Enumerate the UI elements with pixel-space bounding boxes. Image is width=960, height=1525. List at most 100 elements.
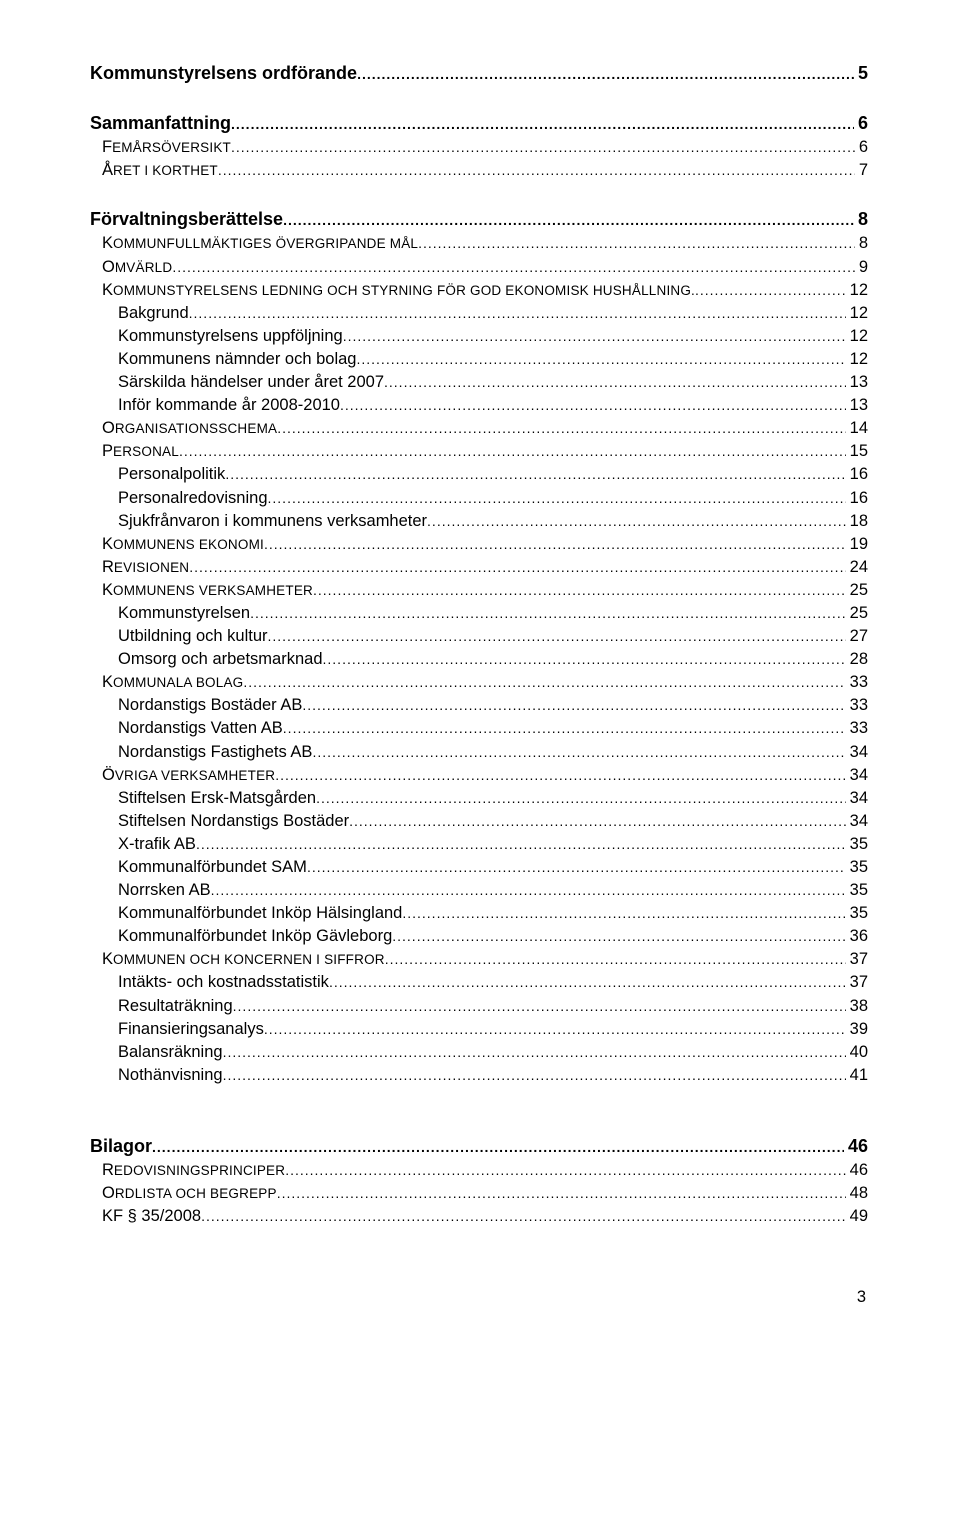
toc-page-number: 37 [846,948,868,971]
toc-page-number: 27 [846,625,868,648]
toc-leader-dots [357,60,854,86]
toc-label: Utbildning och kultur [118,625,268,648]
toc-entry: Kommunstyrelsens uppföljning 12 [118,325,868,348]
toc-entry: OMVÄRLD 9 [102,256,868,279]
toc-leader-dots [302,694,845,717]
toc-label: REVISIONEN [102,556,189,579]
toc-label: Norrsken AB [118,879,211,902]
toc-page-number: 6 [855,136,868,159]
toc-entry: REDOVISNINGSPRINCIPER 46 [102,1159,868,1182]
toc-leader-dots [277,1182,846,1205]
toc-label: Förvaltningsberättelse [90,206,283,232]
toc-label: Kommunalförbundet SAM [118,856,307,879]
toc-entry: KF § 35/2008 49 [102,1205,868,1228]
toc-leader-dots [316,787,846,810]
toc-leader-dots [385,948,846,971]
toc-leader-dots [384,371,846,394]
toc-leader-dots [243,671,845,694]
toc-page-number: 37 [846,971,868,994]
toc-leader-dots [223,1064,846,1087]
toc-page-number: 25 [846,579,868,602]
toc-label: Nothänvisning [118,1064,223,1087]
toc-page-number: 15 [846,440,868,463]
toc-page-number: 41 [846,1064,868,1087]
toc-page-number: 14 [846,417,868,440]
toc-leader-dots [356,348,845,371]
toc-leader-dots [402,902,845,925]
toc-leader-dots [340,394,846,417]
toc-entry: Omsorg och arbetsmarknad 28 [118,648,868,671]
toc-leader-dots [201,1205,846,1228]
toc-label: Kommunstyrelsens ordförande [90,60,357,86]
toc-label: Kommunstyrelsens uppföljning [118,325,343,348]
toc-entry: ORGANISATIONSSCHEMA 14 [102,417,868,440]
toc-leader-dots [329,971,846,994]
toc-leader-dots [283,717,846,740]
toc-page-number: 24 [846,556,868,579]
toc-leader-dots [349,810,846,833]
toc-label: Särskilda händelser under året 2007 [118,371,384,394]
toc-page-number: 18 [846,510,868,533]
toc-label: KOMMUNEN OCH KONCERNEN I SIFFROR [102,948,385,971]
toc-leader-dots [343,325,846,348]
toc-entry: Nothänvisning 41 [118,1064,868,1087]
toc-entry: Nordanstigs Fastighets AB 34 [118,741,868,764]
toc-page-number: 12 [846,302,868,325]
toc-page-number: 39 [846,1018,868,1041]
toc-leader-dots [179,440,846,463]
toc-page-number: 34 [846,764,868,787]
toc-label: Stiftelsen Nordanstigs Bostäder [118,810,349,833]
toc-page-number: 8 [855,232,868,255]
toc-page-number: 33 [846,694,868,717]
toc-page-number: 16 [846,463,868,486]
toc-leader-dots [211,879,846,902]
toc-entry: ÅRET I KORTHET 7 [102,159,868,182]
toc-leader-dots [312,741,845,764]
toc-entry: PERSONAL 15 [102,440,868,463]
toc-page-number: 12 [846,279,868,302]
toc-label: KOMMUNSTYRELSENS LEDNING OCH STYRNING FÖ… [102,279,695,302]
toc-page-number: 13 [846,394,868,417]
toc-label: KOMMUNENS VERKSAMHETER [102,579,313,602]
toc-entry: Inför kommande år 2008-2010 13 [118,394,868,417]
toc-label: PERSONAL [102,440,179,463]
toc-entry: Personalpolitik 16 [118,463,868,486]
toc-entry: Stiftelsen Ersk-Matsgården 34 [118,787,868,810]
toc-leader-dots [313,579,846,602]
toc-label: Kommunalförbundet Inköp Hälsingland [118,902,402,925]
toc-leader-dots [172,256,855,279]
toc-label: Finansieringsanalys [118,1018,264,1041]
toc-page-number: 33 [846,717,868,740]
toc-label: KOMMUNENS EKONOMI [102,533,264,556]
toc-entry: KOMMUNEN OCH KONCERNEN I SIFFROR 37 [102,948,868,971]
toc-page-number: 46 [846,1159,868,1182]
toc-entry: REVISIONEN 24 [102,556,868,579]
toc-page-number: 34 [846,741,868,764]
toc-label: Nordanstigs Fastighets AB [118,741,312,764]
toc-label: Kommunstyrelsen [118,602,250,625]
toc-leader-dots [231,110,854,136]
toc-entry: Finansieringsanalys 39 [118,1018,868,1041]
toc-entry: Balansräkning 40 [118,1041,868,1064]
toc-label: OMVÄRLD [102,256,172,279]
toc-leader-dots [189,302,846,325]
toc-entry: FEMÅRSÖVERSIKT 6 [102,136,868,159]
toc-label: ÅRET I KORTHET [102,159,218,182]
toc-label: Nordanstigs Bostäder AB [118,694,302,717]
toc-page-number: 9 [855,256,868,279]
page-number: 3 [90,1288,868,1307]
toc-leader-dots [323,648,846,671]
toc-entry: KOMMUNENS VERKSAMHETER 25 [102,579,868,602]
toc-entry: Kommunalförbundet Inköp Hälsingland 35 [118,902,868,925]
toc-page-number: 28 [846,648,868,671]
toc-page-number: 19 [846,533,868,556]
toc-label: Bakgrund [118,302,189,325]
toc-label: ÖVRIGA VERKSAMHETER [102,764,275,787]
toc-leader-dots [277,417,845,440]
toc-leader-dots [264,1018,846,1041]
table-of-contents: Kommunstyrelsens ordförande5Sammanfattni… [90,60,868,1228]
toc-leader-dots [196,833,846,856]
toc-page-number: 33 [846,671,868,694]
toc-label: KOMMUNFULLMÄKTIGES ÖVERGRIPANDE MÅL [102,232,418,255]
toc-entry: Förvaltningsberättelse8 [90,206,868,232]
